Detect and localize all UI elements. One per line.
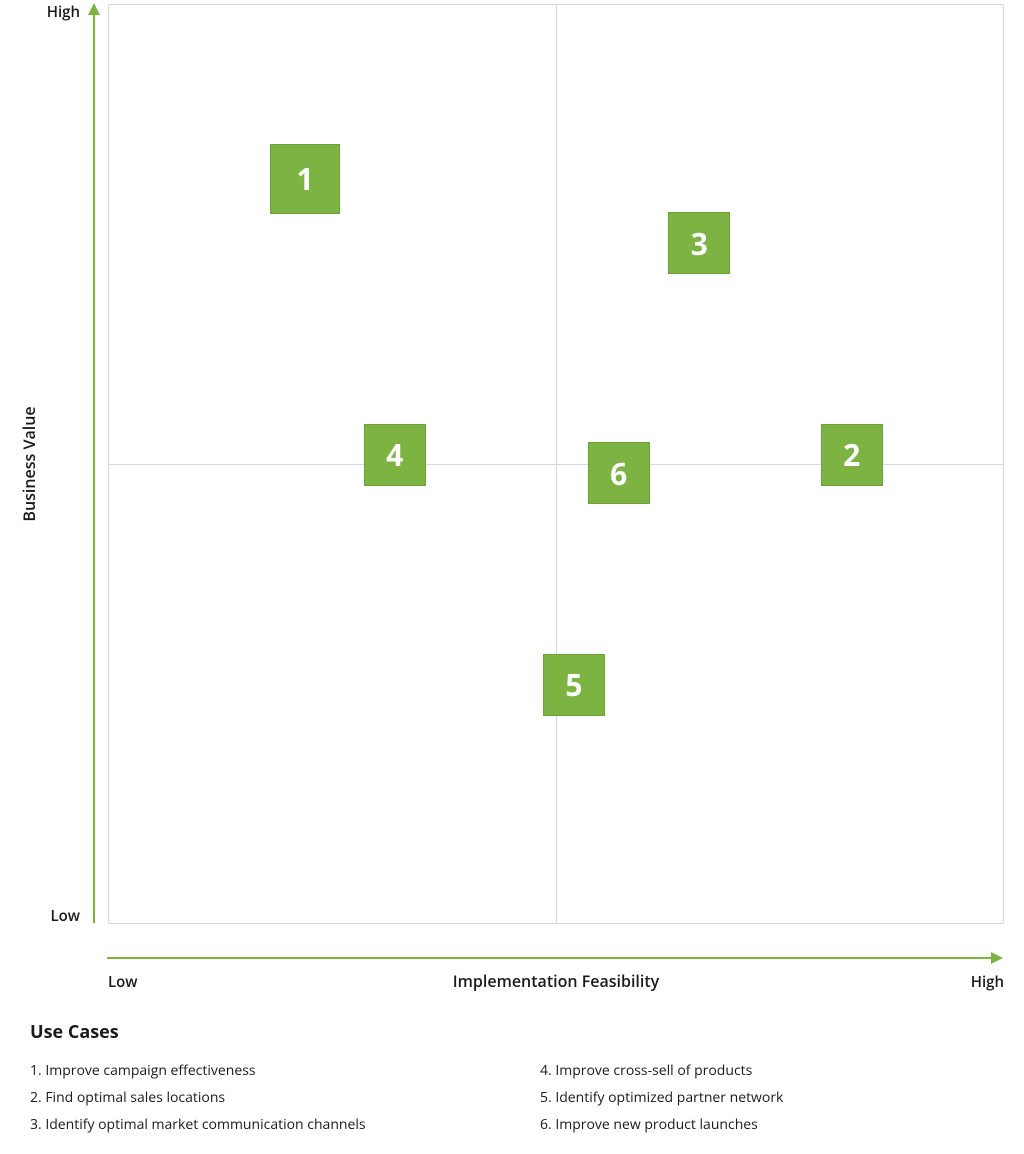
marker-5: 5 (543, 654, 605, 716)
marker-2: 2 (821, 424, 883, 486)
x-axis-high-label: High (971, 972, 1004, 992)
legend-item: 2. Find optimal sales locations (30, 1089, 540, 1107)
y-axis-high-label: High (47, 2, 80, 22)
marker-3: 3 (668, 212, 730, 274)
legend-item: 1. Improve campaign effectiveness (30, 1062, 540, 1080)
y-axis-title: Business Value (18, 406, 40, 521)
legend-title: Use Cases (30, 1020, 1024, 1044)
legend-item: 5. Identify optimized partner network (540, 1089, 1024, 1107)
x-axis-title: Implementation Feasibility (453, 970, 659, 992)
y-axis-arrow (86, 3, 102, 925)
legend-columns: 1. Improve campaign effectiveness 2. Find… (30, 1062, 1024, 1134)
legend: Use Cases 1. Improve campaign effectiven… (30, 1020, 1024, 1134)
legend-item: 6. Improve new product launches (540, 1116, 1024, 1134)
legend-column-2: 4. Improve cross-sell of products 5. Iden… (540, 1062, 1024, 1134)
y-axis-low-label: Low (50, 906, 80, 926)
marker-4: 4 (364, 424, 426, 486)
x-axis-arrow (107, 950, 1005, 966)
x-axis-low-label: Low (108, 972, 138, 992)
page-root: 123456 High Low Low High Business Value … (0, 0, 1024, 1154)
marker-1: 1 (270, 144, 340, 214)
legend-item: 3. Identify optimal market communication… (30, 1116, 540, 1134)
legend-item: 4. Improve cross-sell of products (540, 1062, 1024, 1080)
legend-column-1: 1. Improve campaign effectiveness 2. Find… (30, 1062, 540, 1134)
marker-6: 6 (588, 442, 650, 504)
